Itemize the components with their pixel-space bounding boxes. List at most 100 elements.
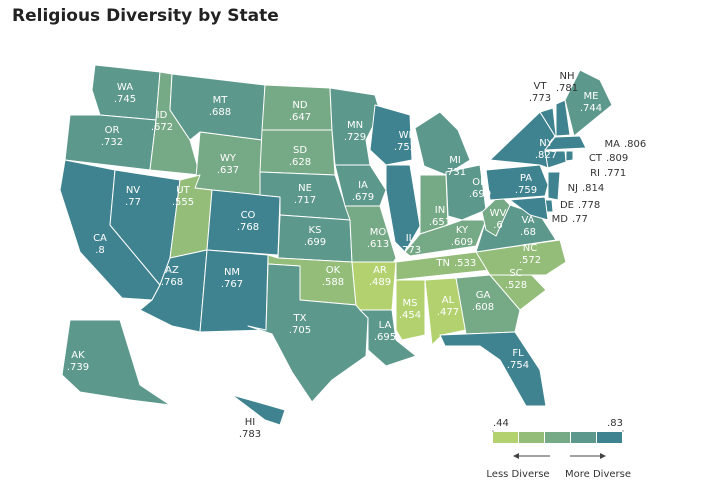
state-value: .717 xyxy=(294,195,316,206)
state-value: .588 xyxy=(322,277,344,288)
state-name: AR xyxy=(373,265,387,276)
state-value: .773 xyxy=(529,93,551,104)
state-value: .729 xyxy=(344,132,366,143)
state-name: IL xyxy=(406,233,415,244)
state-name: CT xyxy=(589,153,603,164)
state-name: HI xyxy=(245,417,255,428)
state-name: NH xyxy=(560,71,575,82)
state-name: KY xyxy=(456,225,469,236)
state-value: .528 xyxy=(505,280,527,291)
state-name: OK xyxy=(326,265,341,276)
state-name: WA xyxy=(117,82,133,93)
state-value: .647 xyxy=(289,112,311,123)
state-value: .77 xyxy=(125,197,141,208)
state-value: .768 xyxy=(161,277,183,288)
state-value: .6 xyxy=(493,220,503,231)
legend-swatch xyxy=(545,432,570,443)
state-name: MN xyxy=(347,120,363,131)
state xyxy=(61,319,171,406)
state xyxy=(385,164,421,253)
legend: .44 .83 Less Diverse More Diverse xyxy=(486,418,631,480)
legend-swatch xyxy=(597,432,622,443)
state xyxy=(565,150,574,162)
state xyxy=(544,135,587,151)
state-value: .745 xyxy=(114,94,136,105)
state-name: CA xyxy=(93,233,107,244)
state-value: .672 xyxy=(151,122,173,133)
state xyxy=(509,196,549,221)
state-name: AK xyxy=(71,350,85,361)
state xyxy=(564,69,613,137)
state-value: .77 xyxy=(572,214,588,225)
state-name: MI xyxy=(449,155,461,166)
state-name: ME xyxy=(584,91,599,102)
state xyxy=(199,249,269,333)
state-value: .8 xyxy=(95,245,105,256)
state-value: .806 xyxy=(624,139,646,150)
state-name: SD xyxy=(293,145,307,156)
state-value: .752 xyxy=(394,142,416,153)
state-value: .731 xyxy=(444,167,466,178)
state-value: .773 xyxy=(399,245,421,256)
state-name: GA xyxy=(476,290,491,301)
state-name: MA xyxy=(605,139,621,150)
state-value: .489 xyxy=(369,277,391,288)
state-value: .695 xyxy=(374,332,396,343)
state-name: OR xyxy=(105,125,120,136)
state xyxy=(547,171,561,201)
state-value: .555 xyxy=(172,197,194,208)
state-value: .609 xyxy=(451,237,473,248)
state-name: WY xyxy=(220,153,237,164)
state-value: .732 xyxy=(101,137,123,148)
state-value: .613 xyxy=(367,239,389,250)
state xyxy=(395,279,426,341)
state-name: DE xyxy=(560,200,574,211)
state-value: .679 xyxy=(352,192,374,203)
state-name: NE xyxy=(298,183,312,194)
state-name: KS xyxy=(309,225,322,236)
legend-low-label: Less Diverse xyxy=(486,469,549,480)
state-name: MO xyxy=(370,227,387,238)
state-value: .809 xyxy=(606,153,628,164)
state-value: .699 xyxy=(304,237,326,248)
state-value: .768 xyxy=(237,222,259,233)
state-name: NV xyxy=(126,185,140,196)
state-value: .759 xyxy=(515,185,537,196)
state-name: MS xyxy=(403,298,418,309)
state-value: .637 xyxy=(217,165,239,176)
state xyxy=(445,164,487,221)
state-name: AL xyxy=(442,295,455,306)
state-name: RI xyxy=(590,168,600,179)
state xyxy=(424,277,467,346)
state-name: CO xyxy=(241,210,256,221)
state-value: .778 xyxy=(578,200,600,211)
chart-title: Religious Diversity by State xyxy=(12,6,279,26)
state xyxy=(555,99,571,137)
state-name: IA xyxy=(358,180,368,191)
state-name: NJ xyxy=(568,183,578,194)
state-name: OH xyxy=(472,177,487,188)
state xyxy=(231,394,286,426)
state-value: .608 xyxy=(472,302,494,313)
state-value: .771 xyxy=(604,168,626,179)
state-value: .68 xyxy=(520,227,536,238)
state xyxy=(439,331,547,407)
legend-swatch xyxy=(519,432,544,443)
state-name: WI xyxy=(399,130,412,141)
state-value: .628 xyxy=(289,157,311,168)
state-value: .814 xyxy=(582,183,604,194)
state-name: ID xyxy=(157,110,168,121)
state xyxy=(334,164,387,207)
state-name: UT xyxy=(176,185,190,196)
state-value: .705 xyxy=(289,325,311,336)
state-value: .744 xyxy=(580,103,602,114)
state-value: .699 xyxy=(469,189,491,200)
state-value: .754 xyxy=(507,360,529,371)
state-value: .781 xyxy=(556,83,578,94)
state xyxy=(414,111,471,176)
arrow-left-head xyxy=(513,453,519,459)
state-value: .651 xyxy=(429,217,451,228)
state-name: NY xyxy=(539,138,553,149)
state-name: VA xyxy=(521,215,534,226)
